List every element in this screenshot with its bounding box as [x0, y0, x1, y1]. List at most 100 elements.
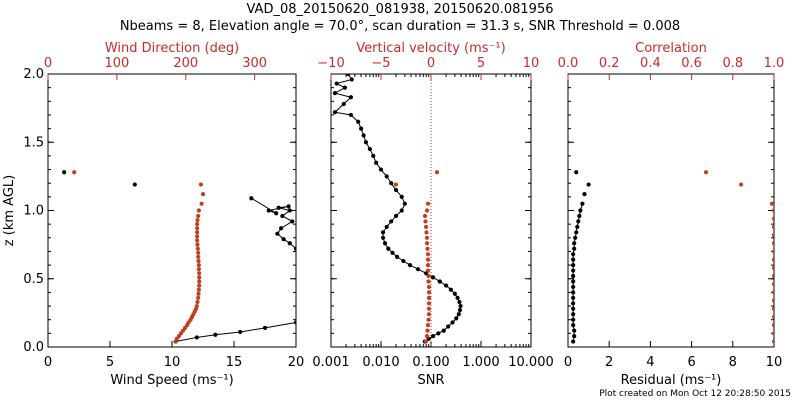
black-data-point — [580, 201, 585, 206]
black-data-point — [571, 279, 576, 284]
x-axis-label: Residual (ms⁻¹) — [621, 373, 722, 388]
brown-data-point — [426, 301, 432, 306]
black-data-point — [402, 201, 407, 206]
y-tick-label: 0.0 — [23, 340, 44, 355]
brown-data-point — [195, 230, 200, 235]
black-data-point — [349, 77, 354, 82]
black-data-point — [399, 208, 404, 213]
black-data-point — [332, 110, 338, 115]
plot-frame — [567, 73, 775, 348]
black-data-point — [437, 279, 442, 284]
x-tick-label: 15 — [226, 355, 243, 370]
brown-data-point — [771, 249, 774, 254]
brown-data-point — [195, 299, 200, 305]
black-data-point — [281, 237, 286, 242]
brown-data-point — [771, 323, 774, 328]
black-data-point — [575, 224, 580, 229]
brown-data-point — [771, 224, 774, 229]
black-data-point — [286, 204, 291, 209]
top-x-tick-label: 0.2 — [599, 56, 620, 71]
brown-data-point — [423, 224, 429, 229]
top-x-tick-label: 0.0 — [558, 56, 579, 71]
x-tick-label: 20 — [288, 355, 305, 370]
brown-data-point — [424, 333, 430, 339]
brown-data-point — [738, 182, 744, 187]
black-data-point — [287, 208, 292, 213]
black-data-point — [249, 196, 254, 201]
black-data-point — [386, 246, 391, 251]
black-data-point — [436, 331, 441, 336]
brown-data-point — [425, 246, 430, 251]
black-data-point — [455, 295, 460, 300]
residual-panel: 0 2 4 6 8 10 Residual (ms⁻¹) 0.0 0.2 0.4 0.6 0.8 1.0… — [558, 41, 785, 388]
brown-data-point — [196, 267, 201, 272]
black-data-point — [573, 235, 578, 240]
plot-title-line-2: Nbeams = 8, Elevation angle = 70.0°, sca… — [120, 19, 680, 34]
x-tick-label: 10.000 — [508, 355, 554, 370]
series-layer — [62, 170, 296, 344]
black-data-point — [332, 91, 338, 96]
brown-data-point — [426, 306, 432, 311]
brown-data-point — [72, 170, 77, 175]
black-data-point — [572, 328, 577, 333]
black-data-point — [571, 268, 576, 273]
brown-data-point — [195, 234, 200, 239]
black-data-point — [571, 284, 576, 290]
black-data-point — [572, 246, 577, 251]
black-data-point — [334, 81, 339, 86]
black-data-point — [380, 230, 386, 235]
brown-data-point — [426, 295, 432, 300]
brown-data-point — [703, 170, 709, 175]
x-tick-label: 10 — [766, 355, 783, 370]
x-tick-label: 1.000 — [462, 355, 499, 370]
black-data-point — [571, 295, 576, 300]
black-data-point — [571, 317, 576, 322]
black-data-point — [359, 126, 364, 131]
black-data-point — [571, 273, 576, 279]
y-tick-label: 2.0 — [23, 67, 44, 82]
brown-data-point — [425, 268, 431, 273]
black-data-point — [293, 246, 296, 251]
black-data-point — [571, 312, 576, 317]
brown-data-point — [771, 282, 774, 287]
black-data-point — [452, 291, 457, 296]
top-x-axis-label: Vertical velocity (ms⁻¹) — [356, 41, 505, 56]
brown-data-point — [200, 192, 206, 197]
x-axis-label: SNR — [417, 373, 444, 388]
brown-data-point — [393, 182, 399, 187]
brown-data-point — [197, 275, 202, 280]
x-tick-label: 0 — [44, 355, 52, 370]
black-data-point — [238, 329, 243, 335]
brown-data-point — [424, 230, 429, 235]
black-data-point — [441, 328, 446, 333]
brown-data-point — [769, 201, 774, 206]
brown-data-point — [771, 306, 774, 311]
x-axis-label: Wind Speed (ms⁻¹) — [110, 373, 233, 388]
black-data-point — [407, 263, 413, 268]
x-tick-label: 10 — [164, 355, 181, 370]
top-x-tick-label: 0.4 — [640, 56, 661, 71]
brown-data-point — [195, 238, 200, 243]
black-data-point — [572, 333, 577, 339]
black-data-point — [290, 219, 295, 224]
black-data-point — [571, 306, 576, 311]
black-data-point — [194, 335, 199, 340]
brown-data-point — [771, 208, 774, 213]
black-data-point — [457, 308, 463, 313]
wind-panel: 0 5 10 15 20 Wind Speed (ms⁻¹) 0 100 200 300Wind … — [2, 41, 304, 388]
brown-data-point — [425, 252, 431, 257]
brown-data-point — [194, 303, 199, 309]
series-layer — [332, 74, 463, 344]
top-x-tick-label: 0 — [427, 56, 435, 71]
series-layer — [571, 170, 774, 344]
x-tick-label: 0.010 — [362, 355, 399, 370]
black-data-point — [279, 226, 284, 231]
brown-data-point — [771, 314, 774, 320]
black-data-point — [393, 213, 399, 219]
black-data-point — [448, 287, 453, 292]
brown-data-point — [199, 201, 204, 206]
black-data-point — [342, 85, 348, 90]
top-x-tick-label: −10 — [317, 56, 344, 71]
black-data-point — [384, 224, 389, 229]
